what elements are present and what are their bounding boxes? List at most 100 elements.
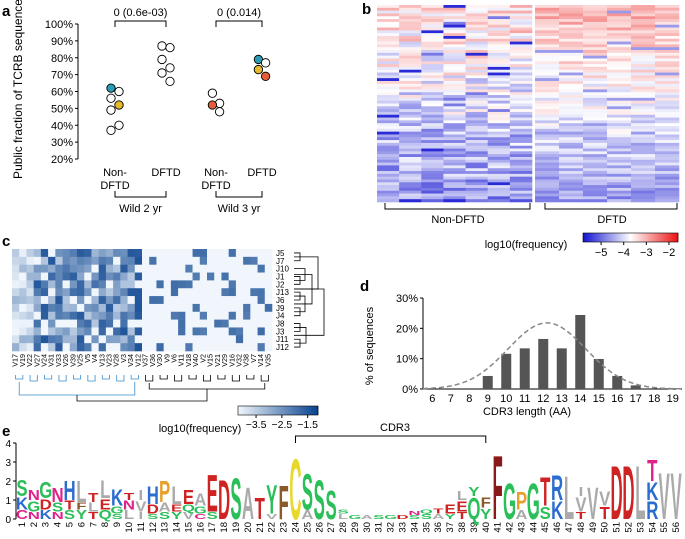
panel-c-cell	[221, 264, 229, 273]
panel-c-colorbar-step	[278, 406, 280, 415]
panel-e-logo-letter: Q	[420, 509, 434, 515]
panel-b-cell	[607, 142, 632, 147]
panel-c-cell	[48, 296, 56, 305]
panel-b-cell	[443, 13, 466, 17]
panel-c-cell	[142, 288, 150, 297]
panel-b-cell	[559, 97, 584, 101]
panel-b-colorbar-step	[624, 233, 626, 242]
panel-b-cell	[607, 27, 632, 31]
panel-c-cell	[235, 319, 244, 328]
panel-b-cell	[377, 165, 400, 169]
panel-b-cell	[655, 137, 680, 141]
panel-d: d % of sequences CDR3 length (AA) 0%10%2…	[360, 278, 682, 418]
panel-e-logo-letter: N	[123, 499, 135, 513]
panel-c-cell	[77, 280, 85, 289]
panel-c-cell	[192, 319, 201, 328]
panel-b-cell	[377, 123, 400, 127]
panel-b-cell	[443, 123, 466, 127]
panel-c-v-label: V18	[184, 354, 193, 367]
panel-c-v-dendrogram	[18, 382, 136, 396]
panel-d-fit-line	[422, 322, 682, 390]
panel-c-colorbar-step	[263, 406, 265, 415]
panel-e-logo-letter: Y	[480, 506, 492, 523]
panel-c-cell	[149, 272, 157, 281]
panel-c-cell	[91, 335, 99, 344]
panel-b-cell	[583, 114, 608, 118]
panel-b-colorbar-step	[629, 233, 631, 242]
panel-b-colorbar-step	[592, 233, 594, 242]
panel-c-cell	[113, 327, 121, 336]
panel-d-xtick-label: 17	[630, 393, 642, 405]
panel-b-cell	[631, 179, 656, 183]
panel-c-cell	[55, 303, 63, 313]
panel-c-cell	[185, 280, 193, 289]
panel-b-cell	[465, 145, 489, 149]
panel-c-cell	[149, 249, 157, 258]
panel-b-cell	[655, 100, 680, 104]
panel-b-cell	[583, 47, 608, 51]
panel-c-cell	[207, 288, 215, 297]
panel-b-cell	[421, 35, 444, 40]
panel-a-group-label: DFTD	[247, 167, 276, 179]
panel-b-cell	[443, 50, 466, 54]
panel-b-cell	[559, 187, 584, 192]
panel-b-cell	[509, 106, 533, 110]
panel-b-cell	[535, 95, 560, 99]
panel-c-cell	[84, 296, 92, 305]
panel-b-cell	[583, 106, 608, 110]
panel-b-cell	[655, 117, 680, 121]
panel-e-logo-letter: I	[579, 486, 584, 500]
panel-b-cell	[399, 137, 422, 141]
panel-c-cell	[214, 264, 222, 273]
panel-b-cell	[465, 131, 489, 135]
panel-b-cell	[487, 131, 511, 135]
panel-b-cell	[583, 154, 608, 158]
panel-c-cell	[77, 319, 85, 328]
panel-b-cell	[583, 199, 608, 203]
panel-d-ytick-label: 0%	[402, 384, 418, 396]
panel-b-cell	[377, 97, 400, 101]
panel-e-logo-letter: T	[88, 492, 98, 506]
panel-b-cell	[631, 103, 656, 107]
panel-b-cell	[535, 111, 560, 116]
panel-b-cell	[583, 179, 608, 183]
panel-c-cell	[91, 319, 99, 328]
panel-b-group-label: DFTD	[597, 214, 626, 226]
panel-c-cell	[33, 296, 42, 305]
panel-b-cell	[509, 7, 533, 11]
panel-c-colorbar-step	[280, 406, 282, 415]
panel-b-cell	[559, 58, 584, 62]
panel-b-cell	[443, 173, 466, 177]
panel-c-cell	[69, 296, 78, 305]
panel-b-cell	[631, 100, 656, 104]
panel-c-cell	[192, 311, 201, 320]
panel-b-cell	[399, 58, 422, 62]
panel-b-colorbar-step	[586, 233, 588, 242]
panel-c-v-dendrogram	[260, 375, 269, 382]
panel-b-cell	[655, 120, 680, 124]
panel-b-cell	[487, 27, 511, 31]
panel-b-cell	[509, 21, 533, 25]
panel-c-cell	[221, 288, 229, 297]
panel-b-cell	[583, 120, 608, 124]
panel-c-v-label: V24	[40, 354, 49, 367]
panel-b-colorbar-step	[659, 233, 661, 242]
panel-b-cell	[465, 52, 489, 56]
panel-b-cell	[655, 128, 680, 132]
panel-c-cell	[33, 280, 42, 289]
panel-e-position-label: 52	[623, 522, 634, 533]
panel-b-cell	[377, 106, 400, 110]
cdr3-bracket	[294, 435, 487, 443]
panel-c-cell	[105, 303, 114, 313]
panel-c-cell	[235, 264, 244, 273]
panel-b-cell	[465, 35, 489, 40]
panel-b-cell	[399, 109, 422, 113]
panel-b-cell	[399, 117, 422, 121]
panel-b-cell	[443, 165, 466, 169]
panel-c-cell	[40, 280, 49, 289]
panel-b-cell	[443, 182, 466, 186]
panel-b-cell	[559, 131, 584, 135]
panel-c-j-label: J7	[276, 257, 285, 266]
panel-c-v-label: V40	[191, 354, 200, 367]
panel-b-colorbar-step	[622, 233, 624, 242]
